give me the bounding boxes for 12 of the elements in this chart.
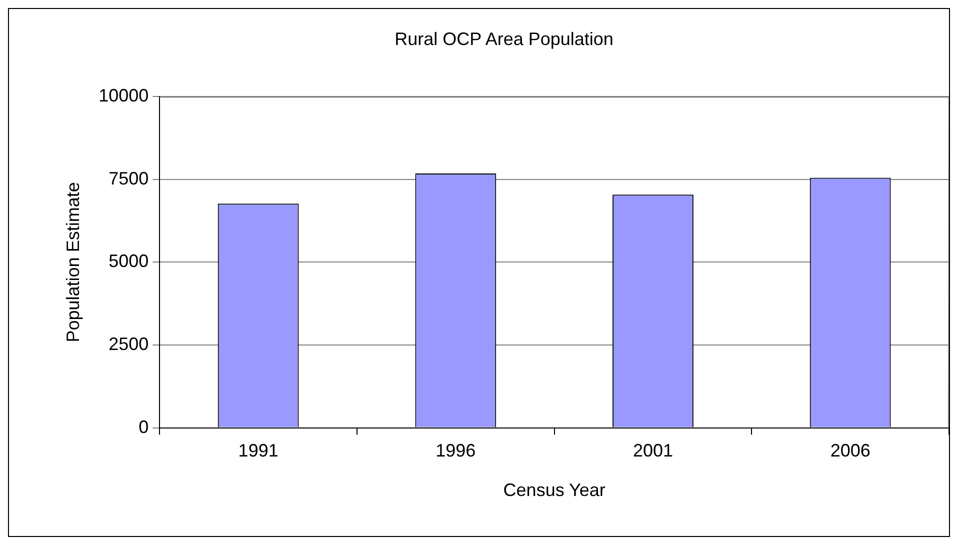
- x-tick-label: 1991: [238, 440, 278, 461]
- y-tick-label: 5000: [108, 251, 149, 272]
- x-axis-title: Census Year: [503, 480, 606, 500]
- x-tick-label: 1996: [436, 440, 476, 461]
- chart-title: Rural OCP Area Population: [394, 28, 614, 49]
- x-tick-label: 2006: [830, 440, 870, 461]
- x-tick-label: 2001: [632, 440, 674, 461]
- y-tick-label: 0: [138, 416, 149, 437]
- y-tick-label: 10000: [98, 86, 149, 106]
- y-tick-label: 2500: [108, 334, 149, 354]
- y-axis-title: Population Estimate: [62, 182, 83, 342]
- y-tick-label: 7500: [108, 168, 149, 188]
